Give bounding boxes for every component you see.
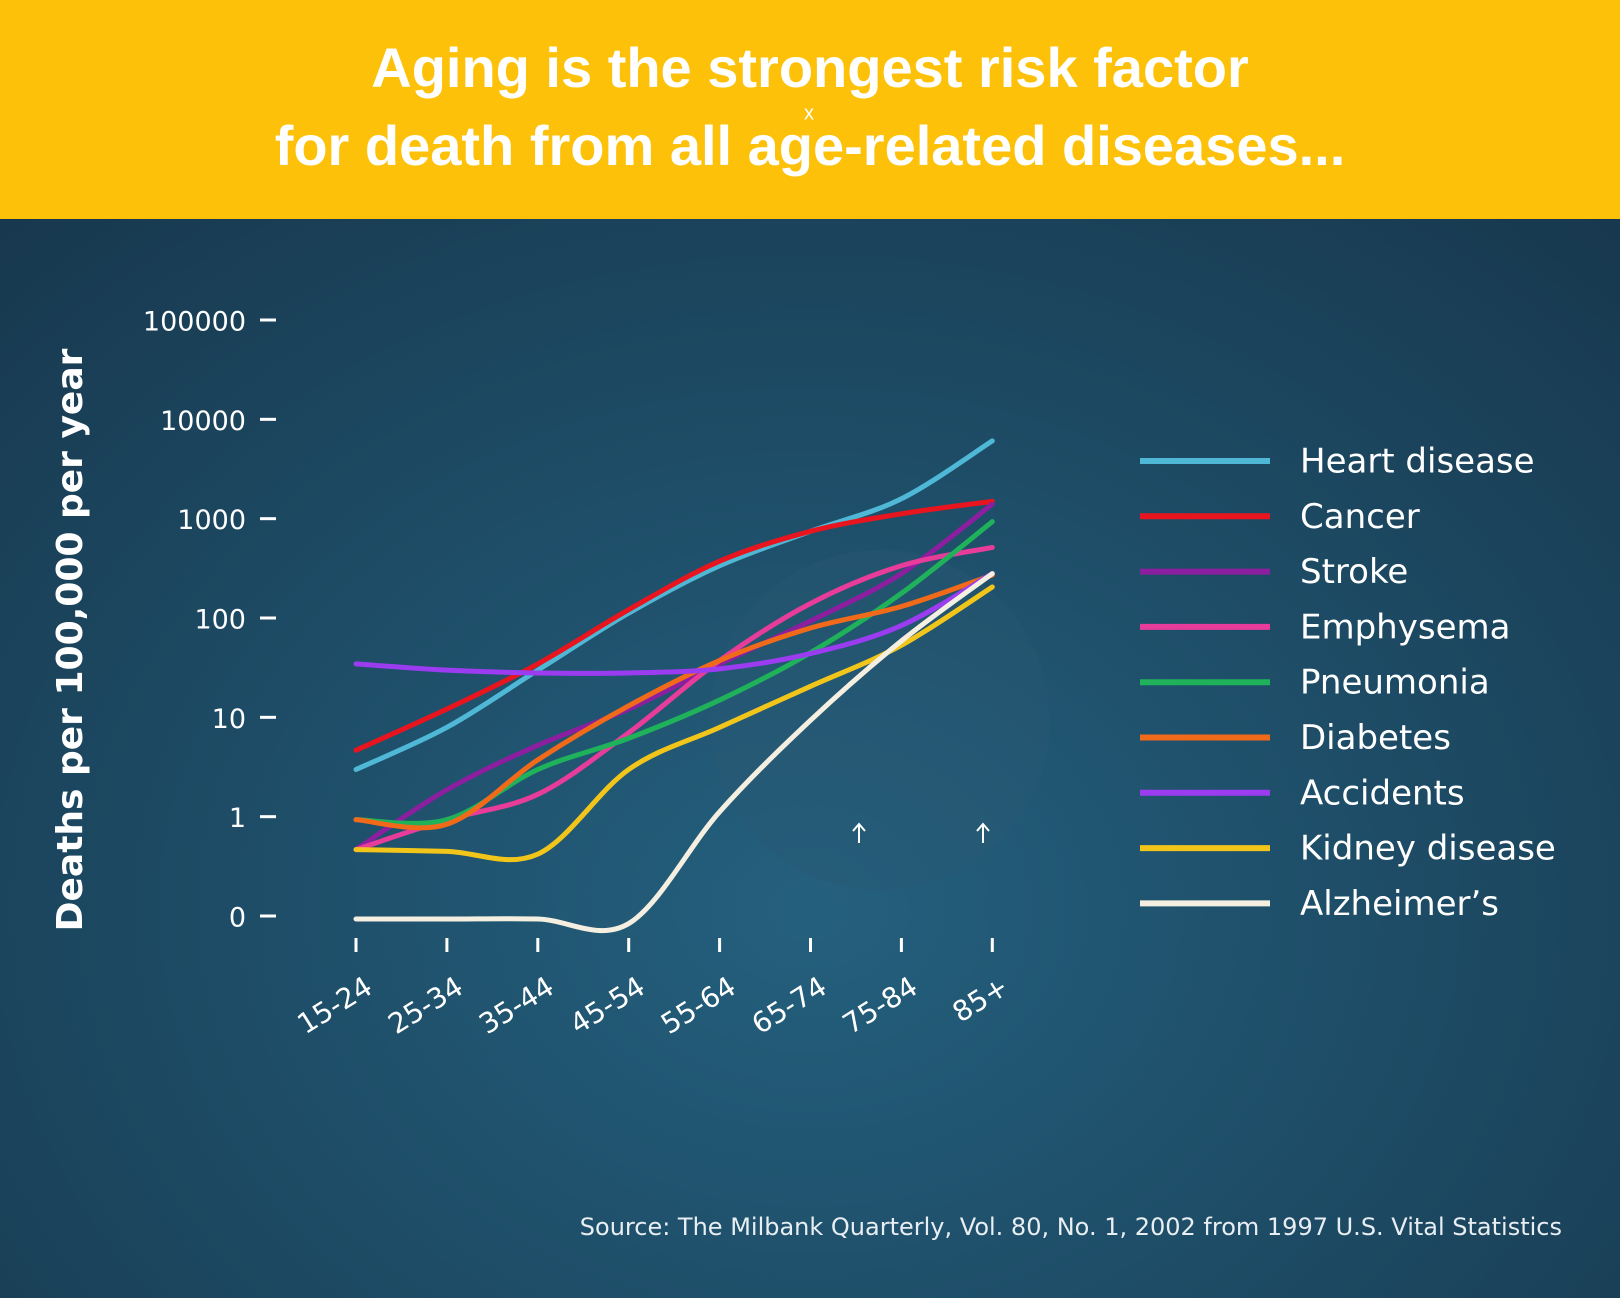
annotation: x (804, 102, 814, 124)
series-line (353, 571, 995, 676)
y-axis-label: Deaths per 100,000 per year (50, 348, 91, 931)
series-line (353, 498, 995, 753)
title-line: for death from all age-related diseases.… (275, 114, 1346, 177)
title-line: Aging is the strongest risk factor (371, 36, 1249, 99)
legend-label: Diabetes (1300, 718, 1451, 758)
arrow (976, 822, 990, 843)
legend-label: Cancer (1300, 497, 1420, 537)
arrow (852, 822, 866, 843)
y-tick-label: 100 (194, 605, 246, 636)
head-silhouette (710, 550, 1050, 890)
legend-label: Kidney disease (1300, 829, 1556, 869)
y-tick-label: 1000 (177, 505, 246, 536)
source: Source: The Milbank Quarterly, Vol. 80, … (580, 1213, 1562, 1241)
legend-label: Emphysema (1300, 607, 1510, 647)
y-tick-label: 0 (229, 903, 246, 934)
series-line (353, 501, 995, 853)
legend-label: Pneumonia (1300, 663, 1490, 703)
series-line (353, 519, 995, 826)
y-tick-label: 10000 (160, 406, 246, 437)
arrows (852, 822, 990, 843)
y-tick-label: 1 (229, 803, 246, 834)
header (0, 0, 1620, 219)
series-line (353, 572, 995, 831)
series-line (353, 438, 995, 772)
legend-label: Accidents (1300, 773, 1465, 813)
y-tick-label: 100000 (143, 307, 246, 338)
series-line (353, 571, 995, 934)
legend-label: Stroke (1300, 552, 1408, 592)
y-tick-label: 10 (212, 704, 246, 735)
legend-label: Alzheimer’s (1300, 884, 1499, 924)
legend-label: Heart disease (1300, 442, 1535, 482)
